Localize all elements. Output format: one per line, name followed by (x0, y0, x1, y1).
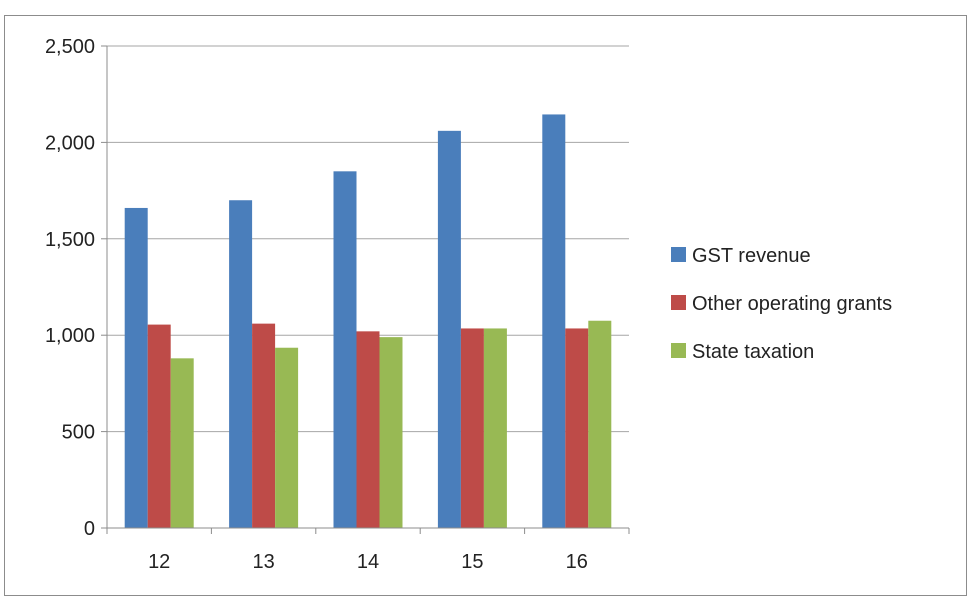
legend-label: GST revenue (692, 245, 811, 267)
y-tick-label: 2,000 (45, 132, 95, 154)
x-tick-label: 16 (566, 551, 588, 573)
legend-swatch (671, 295, 686, 310)
legend-swatch (671, 247, 686, 262)
legend-swatch (671, 343, 686, 358)
y-tick-label: 0 (84, 518, 95, 540)
x-tick-label: 15 (461, 551, 483, 573)
bar (229, 200, 253, 529)
bar (460, 328, 484, 528)
legend: GST revenue Other operating grants State t… (671, 245, 892, 363)
bar (124, 207, 148, 528)
y-axis-tick-labels: 0 500 1,000 1,500 2,000 2,500 (45, 36, 95, 540)
bar (356, 331, 380, 528)
bar (542, 114, 566, 528)
x-axis-tick-labels: 12 13 14 15 16 (148, 551, 588, 573)
bar (333, 171, 357, 528)
bar (252, 323, 276, 528)
bars (124, 114, 612, 529)
x-tick-label: 13 (252, 551, 274, 573)
gridlines (101, 45, 629, 529)
x-tick-label: 14 (357, 551, 379, 573)
x-tick-label: 12 (148, 551, 170, 573)
y-tick-label: 2,500 (45, 36, 95, 58)
legend-label: Other operating grants (692, 293, 892, 315)
bar (275, 347, 299, 528)
y-tick-label: 1,000 (45, 325, 95, 347)
bar (379, 337, 403, 528)
y-tick-label: 500 (62, 422, 95, 444)
bar (588, 320, 612, 528)
bar (483, 328, 507, 528)
legend-label: State taxation (692, 341, 814, 363)
y-tick-label: 1,500 (45, 229, 95, 251)
bar (147, 324, 171, 528)
bar (565, 328, 589, 528)
axes (106, 46, 630, 534)
bar (170, 358, 194, 528)
bar (437, 130, 461, 528)
